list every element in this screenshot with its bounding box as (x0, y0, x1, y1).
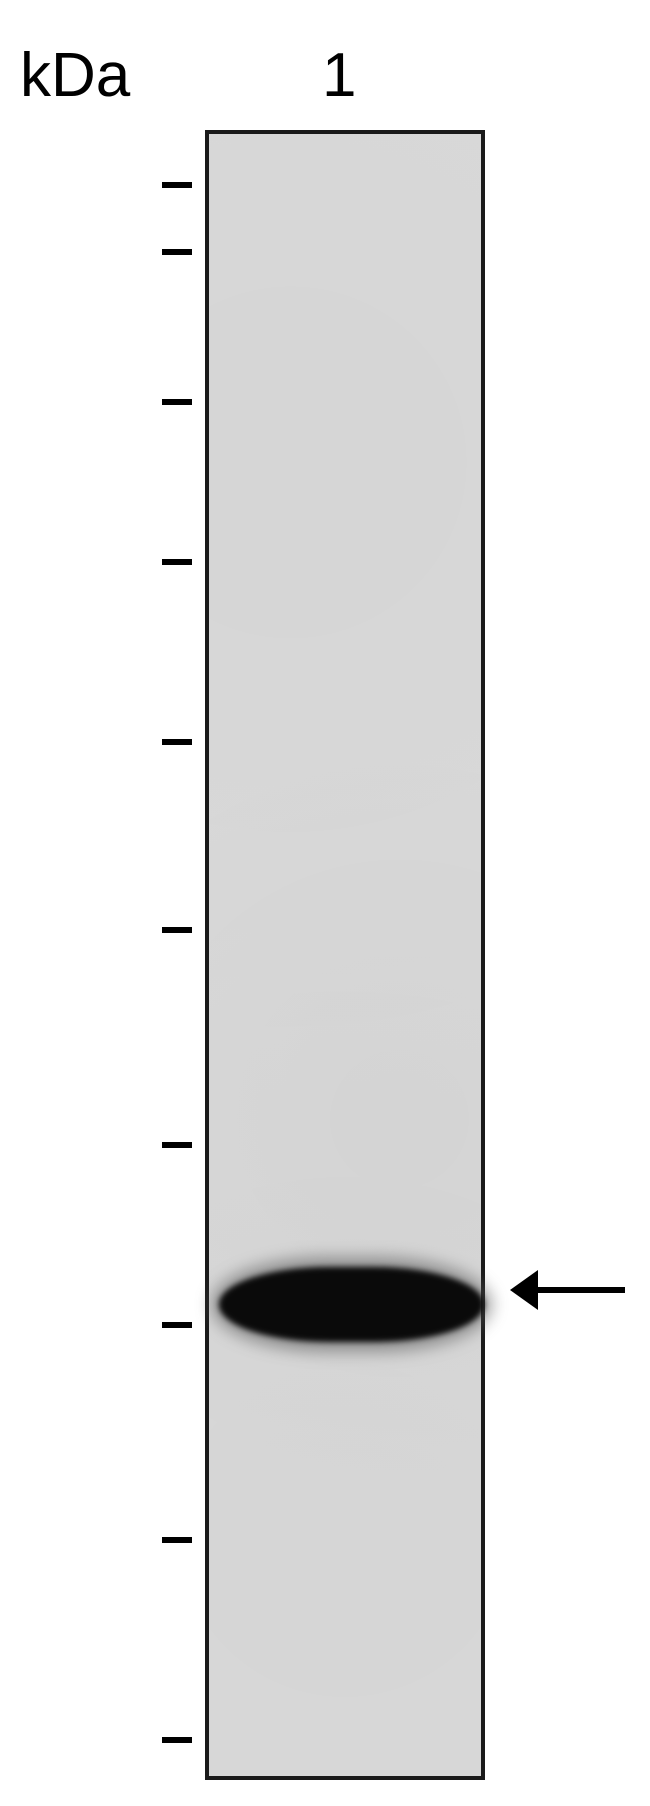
units-label: kDa (20, 40, 130, 111)
marker-tick-95 (162, 399, 192, 405)
marker-tick-55 (162, 739, 192, 745)
lane-label: 1 (322, 40, 356, 111)
marker-tick-26 (162, 1322, 192, 1328)
marker-tick-72 (162, 559, 192, 565)
marker-tick-170 (162, 182, 192, 188)
lane-border (205, 130, 485, 1780)
marker-tick-130 (162, 249, 192, 255)
indicator-arrow-head (510, 1270, 538, 1310)
marker-tick-11 (162, 1737, 192, 1743)
indicator-arrow-line (530, 1287, 625, 1293)
protein-band (219, 1267, 484, 1342)
marker-tick-34 (162, 1142, 192, 1148)
marker-tick-43 (162, 927, 192, 933)
marker-tick-17 (162, 1537, 192, 1543)
lane-background (209, 134, 481, 1776)
